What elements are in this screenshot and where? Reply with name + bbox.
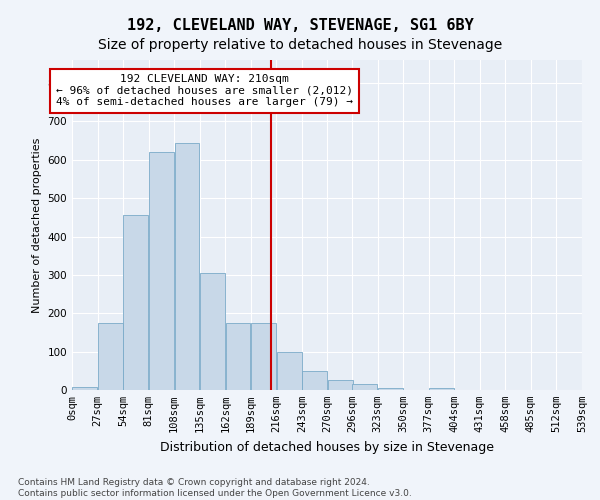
Bar [302,371,327,390]
Bar [73,387,97,390]
X-axis label: Distribution of detached houses by size in Stevenage: Distribution of detached houses by size … [160,440,494,454]
Bar [277,352,302,390]
Bar [328,380,353,390]
Bar [378,388,403,390]
Bar [98,323,123,390]
Bar [352,384,377,390]
Bar [200,273,225,390]
Text: 192 CLEVELAND WAY: 210sqm
← 96% of detached houses are smaller (2,012)
4% of sem: 192 CLEVELAND WAY: 210sqm ← 96% of detac… [56,74,353,108]
Text: Contains HM Land Registry data © Crown copyright and database right 2024.
Contai: Contains HM Land Registry data © Crown c… [18,478,412,498]
Bar [149,152,174,390]
Bar [175,142,199,390]
Y-axis label: Number of detached properties: Number of detached properties [32,138,42,312]
Text: Size of property relative to detached houses in Stevenage: Size of property relative to detached ho… [98,38,502,52]
Bar [124,216,148,390]
Text: 192, CLEVELAND WAY, STEVENAGE, SG1 6BY: 192, CLEVELAND WAY, STEVENAGE, SG1 6BY [127,18,473,32]
Bar [429,388,454,390]
Bar [226,323,250,390]
Bar [251,323,276,390]
